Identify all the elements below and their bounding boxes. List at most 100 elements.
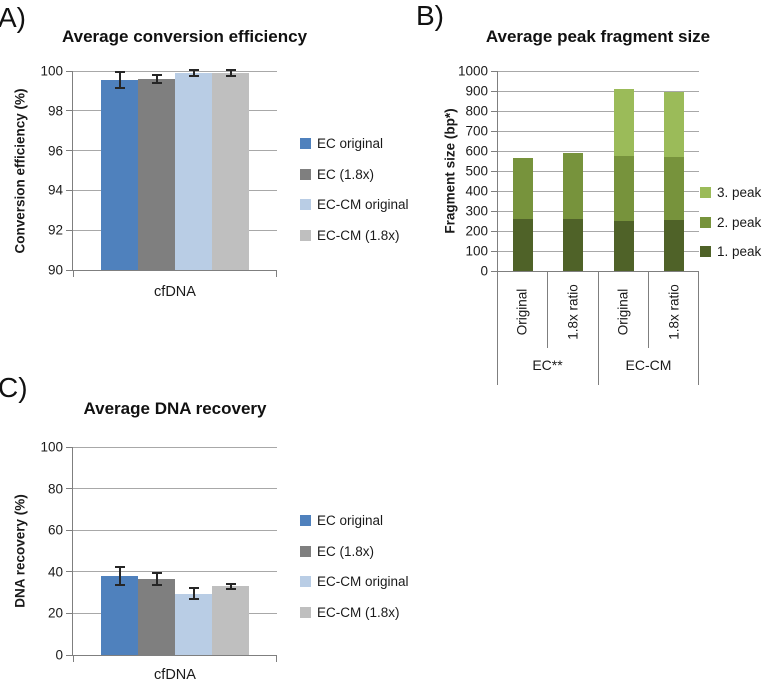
x-category-label: Original [514, 288, 530, 336]
stack-segment-1-peak [663, 220, 684, 271]
legend-item-ec-original: EC original [300, 137, 409, 151]
chart-a-x-category-label: cfDNA [154, 284, 196, 300]
legend-label: 1. peak [717, 244, 762, 259]
y-tick-mark [491, 110, 497, 112]
legend-item-ec-cm-1-8x: EC-CM (1.8x) [300, 605, 409, 620]
error-bar-cap-bottom [114, 86, 125, 89]
bar-ec-1-8x [138, 579, 175, 655]
y-tick-label: 300 [465, 203, 488, 219]
legend-item-3-peak: 3. peak [700, 186, 761, 200]
y-tick-label: 500 [465, 163, 488, 179]
error-bar [155, 74, 158, 83]
stack-segment-2-peak [563, 153, 584, 219]
chart-a-plot-area: 90 92 94 96 98 100 [40, 64, 277, 277]
y-tick-mark [491, 150, 497, 152]
error-bar [192, 70, 195, 76]
gridline [498, 250, 699, 252]
legend-item-1-peak: 1. peak [700, 245, 761, 259]
gridline [498, 190, 699, 192]
y-tick-mark [491, 130, 497, 132]
legend-item-ec-cm-original: EC-CM original [300, 575, 409, 589]
legend-label: 3. peak [717, 185, 762, 200]
y-tick-label: 0 [480, 263, 488, 279]
y-tick-mark [66, 446, 72, 448]
x-tick-mark [73, 656, 74, 662]
panel-a-label: A) [0, 2, 26, 33]
legend-label: EC (1.8x) [317, 166, 375, 182]
error-bar-cap-top [151, 571, 162, 574]
y-tick-label: 200 [465, 223, 488, 239]
y-tick-mark [491, 70, 497, 72]
gridline [73, 529, 277, 531]
chart-c-y-axis-title: DNA recovery (%) [12, 494, 28, 608]
x-group-label: EC** [532, 357, 563, 373]
x-group-label: EC-CM [625, 357, 672, 373]
gridline [498, 90, 699, 92]
y-tick-mark [491, 210, 497, 212]
y-tick-mark [66, 529, 72, 531]
stack-segment-2-peak [513, 158, 534, 219]
legend-swatch [700, 246, 711, 258]
panel-b-label: B) [416, 0, 444, 31]
legend-label: EC-CM original [317, 197, 409, 212]
legend-swatch [300, 229, 311, 241]
y-tick-label: 800 [465, 103, 488, 119]
y-tick-mark [66, 488, 72, 490]
gridline [73, 70, 277, 72]
legend-swatch [700, 187, 711, 199]
error-bar [155, 572, 158, 586]
y-tick-mark [491, 270, 497, 272]
stack-segment-1-peak [563, 219, 584, 271]
error-bar-cap-top [225, 69, 236, 72]
y-tick-label: 100 [40, 439, 63, 455]
chart-a-title: Average conversion efficiency [62, 27, 308, 46]
y-tick-label: 600 [465, 143, 488, 159]
chart-b-legend: 3. peak 2. peak 1. peak [700, 186, 761, 275]
chart-b-y-axis-title: Fragment size (bp*) [442, 108, 458, 234]
error-bar-cap-bottom [114, 584, 125, 587]
y-tick-label: 20 [47, 605, 63, 621]
y-tick-label: 1000 [457, 63, 488, 79]
gridline [498, 110, 699, 112]
legend-swatch [300, 515, 311, 527]
category-group-separator [697, 272, 699, 385]
y-tick-mark [491, 190, 497, 192]
y-tick-label: 400 [465, 183, 488, 199]
gridline [498, 210, 699, 212]
y-tick-label: 92 [47, 222, 63, 238]
legend-item-ec-cm-original: EC-CM original [300, 198, 409, 212]
error-bar-cap-top [151, 73, 162, 76]
legend-label: EC-CM (1.8x) [317, 227, 400, 243]
bar-ec-cm-original [175, 72, 212, 270]
panel-c-label: C) [0, 372, 28, 403]
y-tick-mark [66, 229, 72, 231]
chart-a-legend: EC original EC (1.8x) EC-CM original EC-CM … [300, 137, 409, 259]
y-tick-label: 96 [47, 142, 63, 158]
error-bar-cap-top [188, 69, 199, 72]
error-bar [118, 566, 121, 586]
category-separator [648, 272, 649, 348]
bar-ec-1-8x [138, 78, 175, 270]
bar-ec-original [101, 575, 138, 655]
bar-ec-cm-original [175, 593, 212, 655]
error-bar-cap-top [114, 565, 125, 568]
y-tick-mark [66, 571, 72, 573]
y-tick-mark [66, 110, 72, 112]
y-tick-label: 40 [47, 564, 63, 580]
gridline [73, 488, 277, 490]
legend-swatch [300, 168, 311, 180]
y-tick-mark [66, 189, 72, 191]
gridline [498, 130, 699, 132]
stack-segment-2-peak [663, 157, 684, 220]
error-bar-cap-bottom [151, 584, 162, 587]
chart-a-y-axis-title: Conversion efficiency (%) [12, 88, 28, 254]
error-bar-cap-bottom [151, 81, 162, 84]
bar-ec-cm-1-8x [212, 586, 249, 655]
y-tick-mark [66, 70, 72, 72]
x-tick-mark [73, 271, 74, 277]
category-group-separator [597, 272, 599, 385]
category-separator [547, 272, 548, 348]
gridline [498, 150, 699, 152]
gridline [498, 170, 699, 172]
